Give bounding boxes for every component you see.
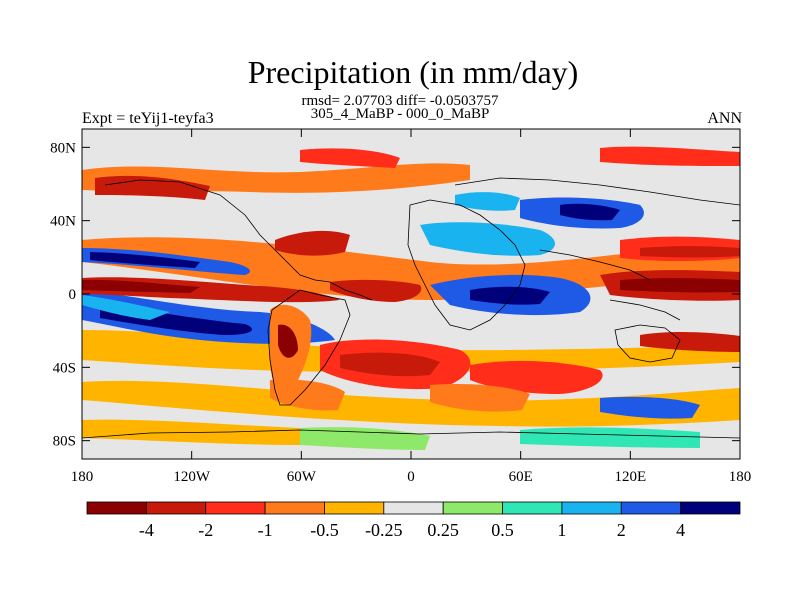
colorbar-swatch bbox=[264, 501, 325, 515]
lat-tick-label: 80S bbox=[53, 434, 76, 450]
colorbar-swatch bbox=[324, 501, 385, 515]
colorbar-label: -0.25 bbox=[365, 520, 403, 540]
colorbar-swatch bbox=[502, 501, 563, 515]
lat-tick-label: 40S bbox=[53, 360, 76, 376]
colorbar-label: 4 bbox=[676, 520, 685, 540]
lon-tick-label: 180 bbox=[71, 469, 94, 485]
lon-tick-label: 0 bbox=[407, 469, 415, 485]
colorbar-label: -0.5 bbox=[310, 520, 339, 540]
lon-tick-label: 180 bbox=[729, 469, 752, 485]
colorbar-label: 2 bbox=[617, 520, 626, 540]
lon-tick-label: 60E bbox=[509, 469, 533, 485]
experiment-label: Expt = teYij1-teyfa3 bbox=[82, 110, 214, 127]
colorbar-label: -2 bbox=[198, 520, 213, 540]
colorbar-swatch bbox=[145, 501, 207, 515]
colorbar-swatch bbox=[561, 501, 622, 515]
colorbar-swatch bbox=[86, 501, 147, 515]
lat-tick-label: 80N bbox=[50, 140, 76, 156]
colorbar-swatch bbox=[205, 501, 266, 515]
colorbar-label: -4 bbox=[139, 520, 154, 540]
lat-tick-label: 40N bbox=[50, 214, 76, 230]
latitude-axis: 80N 40N 0 40S 80S bbox=[50, 140, 740, 450]
lon-tick-label: 60W bbox=[287, 469, 317, 485]
lat-tick-label: 0 bbox=[69, 287, 77, 303]
colorbar: -4 -2 -1 -0.5 -0.25 0.25 0.5 1 2 4 bbox=[86, 501, 741, 540]
colorbar-swatch bbox=[383, 501, 444, 515]
longitude-axis: 180 120W 60W 0 60E 120E 180 bbox=[71, 129, 752, 485]
colorbar-swatch bbox=[680, 501, 741, 515]
colorbar-swatch bbox=[620, 501, 682, 515]
lon-tick-label: 120W bbox=[173, 469, 211, 485]
colorbar-label: 1 bbox=[557, 520, 566, 540]
stats-line: rmsd= 2.07703 diff= -0.0503757 bbox=[301, 93, 499, 109]
colorbar-label: 0.25 bbox=[427, 520, 459, 540]
colorbar-label: -1 bbox=[258, 520, 273, 540]
subtitle: 305_4_MaBP - 000_0_MaBP bbox=[310, 106, 490, 122]
season-label: ANN bbox=[707, 110, 742, 127]
precipitation-field bbox=[82, 129, 740, 459]
lon-tick-label: 120E bbox=[614, 469, 646, 485]
coastlines bbox=[82, 177, 740, 439]
page-title: Precipitation (in mm/day) bbox=[247, 54, 579, 90]
colorbar-label: 0.5 bbox=[491, 520, 514, 540]
colorbar-swatch bbox=[442, 501, 503, 515]
